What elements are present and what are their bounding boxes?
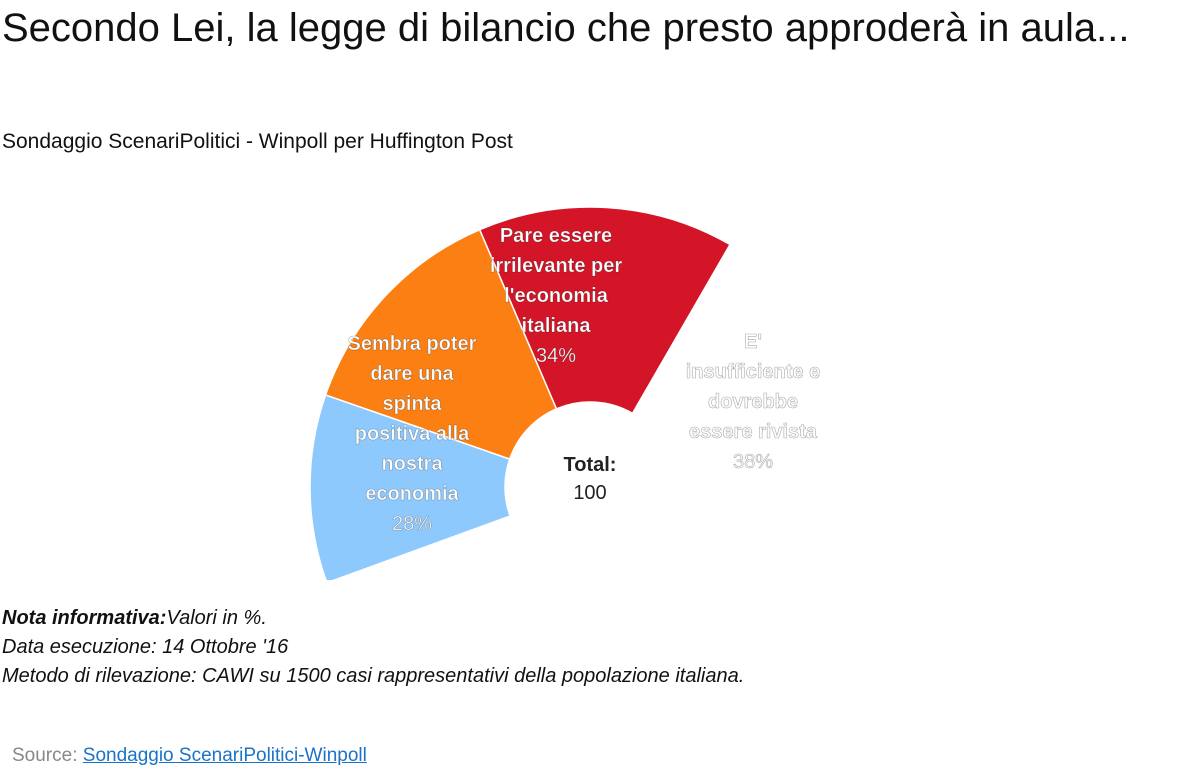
- notes-method: Metodo di rilevazione: CAWI su 1500 casi…: [2, 665, 745, 687]
- pie-slice-1: [309, 393, 512, 580]
- slice-value-3: 38%: [733, 451, 773, 473]
- pie-slice-2: [324, 228, 558, 461]
- notes-label: Nota informativa:: [2, 607, 167, 629]
- chart-subtitle: Sondaggio ScenariPolitici - Winpoll per …: [2, 130, 513, 153]
- chart-title: Secondo Lei, la legge di bilancio che pr…: [2, 6, 1130, 50]
- source-link[interactable]: Sondaggio ScenariPolitici-Winpoll: [82, 745, 367, 766]
- source-line: Source: Sondaggio ScenariPolitici-Winpol…: [12, 745, 367, 767]
- slice-value-2: 34%: [536, 345, 576, 367]
- notes-line-1: Nota informativa:Valori in %.: [2, 604, 744, 633]
- center-total-value: 100: [573, 482, 606, 504]
- slice-label-2: Pare essere irrilevante per l'economia ital…: [490, 225, 623, 367]
- slice-label-1: Sembra poter dare una spinta positiva alla n…: [348, 333, 477, 535]
- source-label: Source:: [12, 745, 83, 766]
- notes-date: Data esecuzione: 14 Ottobre '16: [2, 636, 289, 658]
- notes-values-text: Valori in %.: [166, 607, 267, 629]
- slice-value-1: 28%: [392, 513, 432, 535]
- semi-donut-chart: Sembra poter dare una spinta positiva alla n…: [309, 206, 821, 580]
- notes-block: Nota informativa:Valori in %. Data esecu…: [2, 604, 744, 691]
- slice-label-3: E' insufficiente e dovrebbe essere rivista 3…: [686, 331, 820, 473]
- pie-slice-3: [478, 206, 732, 415]
- chart-slices: [309, 206, 732, 580]
- center-total-label: Total:: [564, 454, 617, 476]
- chart-labels: Sembra poter dare una spinta positiva alla n…: [347, 225, 820, 536]
